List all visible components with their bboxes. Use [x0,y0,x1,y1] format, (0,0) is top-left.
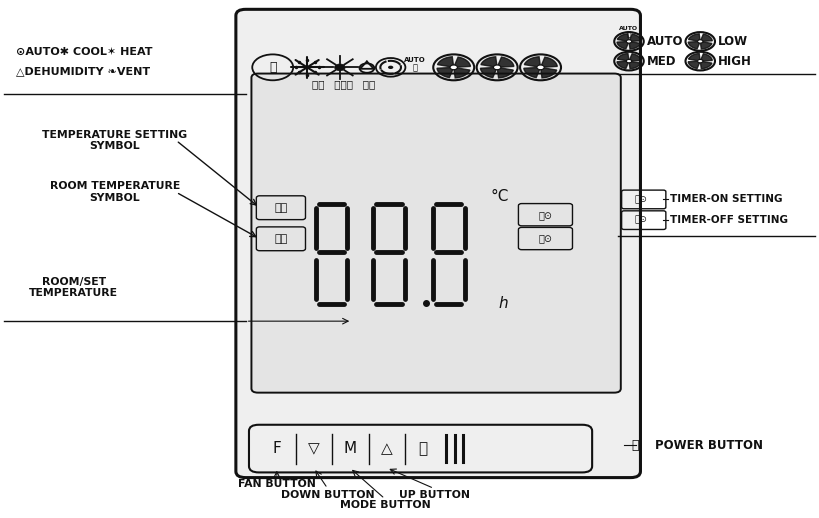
Text: △: △ [381,441,392,456]
Polygon shape [701,34,713,41]
Circle shape [698,40,703,43]
Polygon shape [524,67,540,78]
Text: 开⊙: 开⊙ [538,210,553,220]
Polygon shape [700,42,712,49]
FancyBboxPatch shape [251,74,621,393]
Text: ⏻: ⏻ [418,441,428,456]
Text: 开⊙: 开⊙ [635,195,648,204]
Polygon shape [689,34,700,41]
Text: 设定: 设定 [274,203,287,213]
Text: ROOM/SET: ROOM/SET [42,277,106,287]
Polygon shape [437,57,454,67]
Circle shape [627,40,631,43]
Polygon shape [629,62,640,69]
Text: TIMER-OFF SETTING: TIMER-OFF SETTING [670,215,788,225]
Polygon shape [700,62,712,69]
Text: AUTO: AUTO [647,35,684,48]
Text: TIMER-ON SETTING: TIMER-ON SETTING [670,194,782,205]
Polygon shape [497,68,514,78]
Polygon shape [630,34,641,41]
Text: ⊙AUTO✱ COOL✶ HEAT: ⊙AUTO✱ COOL✶ HEAT [16,47,153,57]
Polygon shape [688,61,699,68]
Text: AUTO: AUTO [619,26,639,31]
Text: h: h [498,296,508,310]
Text: MODE BUTTON: MODE BUTTON [340,500,430,510]
Circle shape [627,60,631,63]
Text: F: F [273,441,281,456]
Polygon shape [481,57,497,67]
Polygon shape [617,41,628,49]
Text: FAN BUTTON: FAN BUTTON [238,479,316,490]
Text: TEMPERATURE SETTING: TEMPERATURE SETTING [42,130,188,140]
Polygon shape [618,34,629,41]
Polygon shape [541,68,557,78]
Polygon shape [481,67,496,78]
Text: LOW: LOW [718,35,749,48]
Text: 笐: 笐 [413,63,418,73]
Text: 睡眠   电加热   除霜: 睡眠 电加热 除霜 [312,79,376,89]
Text: △DEHUMIDITY ❧VENT: △DEHUMIDITY ❧VENT [16,66,151,77]
Text: ROOM TEMPERATURE: ROOM TEMPERATURE [49,181,180,192]
Text: TEMPERATURE: TEMPERATURE [29,288,118,298]
Text: ▽: ▽ [308,441,319,456]
FancyBboxPatch shape [249,425,592,472]
Circle shape [493,65,500,69]
Text: M: M [343,441,356,456]
Text: DOWN BUTTON: DOWN BUTTON [281,490,374,500]
Text: SYMBOL: SYMBOL [89,141,140,151]
Text: MED: MED [647,54,676,68]
Circle shape [334,64,346,70]
Polygon shape [701,54,713,61]
Polygon shape [688,41,699,49]
Polygon shape [618,53,629,61]
Text: ⏻: ⏻ [631,439,640,452]
Circle shape [388,66,393,69]
Circle shape [537,65,545,69]
Circle shape [450,65,458,69]
Text: UP BUTTON: UP BUTTON [399,490,469,500]
Polygon shape [617,61,628,68]
Text: 室温: 室温 [274,234,287,244]
Text: 关⊙: 关⊙ [635,215,648,225]
Polygon shape [454,68,470,78]
Polygon shape [689,53,700,61]
Polygon shape [630,54,641,61]
Text: AUTO: AUTO [405,56,426,63]
Text: 笐: 笐 [627,31,631,37]
Polygon shape [437,67,453,78]
Circle shape [698,60,703,63]
Text: HIGH: HIGH [718,54,752,68]
Polygon shape [498,57,514,67]
Polygon shape [455,57,470,67]
Text: SYMBOL: SYMBOL [89,193,140,203]
Polygon shape [629,42,640,49]
Text: POWER BUTTON: POWER BUTTON [655,439,763,452]
Polygon shape [541,57,557,67]
Text: 关⊙: 关⊙ [538,234,553,243]
Polygon shape [524,57,541,67]
Text: 自: 自 [269,61,277,74]
FancyBboxPatch shape [236,9,640,478]
Text: °C: °C [491,190,509,204]
